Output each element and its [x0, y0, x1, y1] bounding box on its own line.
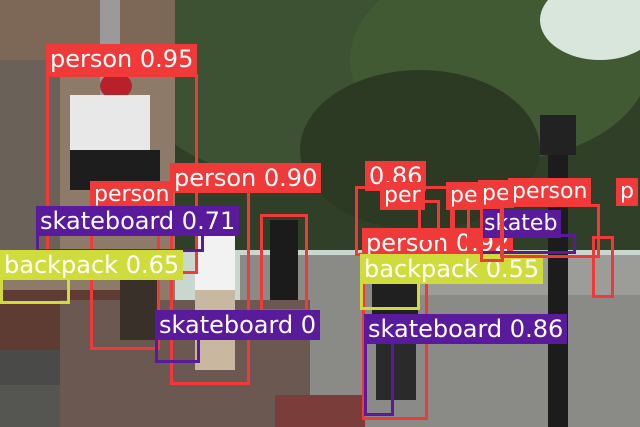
backpack-label: backpack 0.55	[360, 254, 544, 284]
person-box	[260, 214, 308, 312]
skateboard-label: skateboard 0.71	[36, 206, 240, 236]
person-label: p	[616, 178, 638, 206]
person-label: person	[90, 181, 174, 209]
person-label: person	[508, 178, 592, 206]
skateboard-label: skateboard 0	[155, 310, 321, 340]
skateboard-box	[364, 340, 394, 416]
person-label: pe	[446, 182, 482, 210]
person-label: person 0.92	[362, 228, 514, 258]
person-label: person 0.90	[170, 163, 322, 193]
person-box	[418, 200, 440, 240]
skateboard-label: skateboard 0.86	[364, 314, 568, 344]
person-label: per	[380, 182, 425, 210]
person-box	[450, 204, 470, 254]
person-box	[500, 204, 600, 258]
skateboard-label: skateb	[480, 210, 562, 238]
backpack-label: backpack 0.65	[0, 250, 184, 280]
person-label: pe	[478, 180, 514, 208]
backpack-box	[360, 280, 420, 310]
person-label: person 0.95	[46, 44, 198, 74]
person-box	[592, 236, 614, 298]
